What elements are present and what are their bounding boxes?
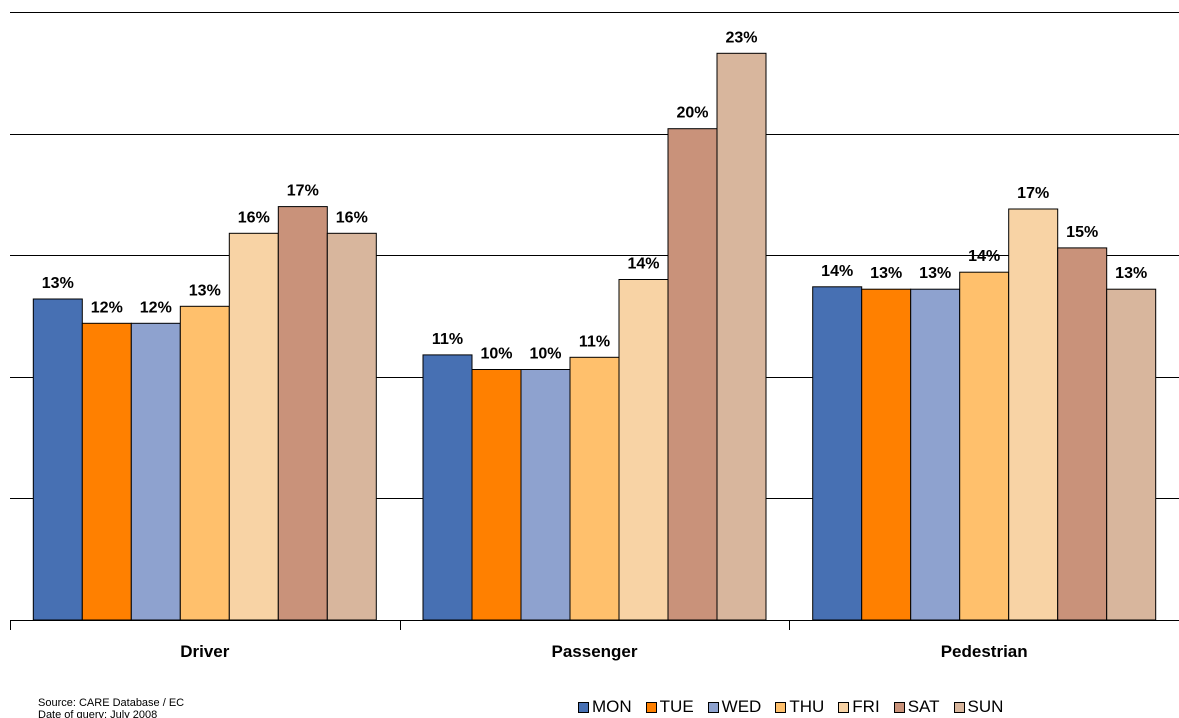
bar-tue-driver xyxy=(81,322,132,621)
bar-tue-pedestrian xyxy=(861,288,912,621)
data-label: 20% xyxy=(676,105,708,122)
legend-swatch xyxy=(578,701,589,713)
bar-wed-passenger xyxy=(520,369,571,621)
data-label: 10% xyxy=(480,346,512,363)
bar-chart: 13% 11% 14% 12% 10% 13% 12% 10% 13% 13% 11% 14% 16% 1… xyxy=(10,12,1179,661)
legend-swatch xyxy=(893,701,905,713)
legend-swatch xyxy=(645,701,657,713)
legend-swatch xyxy=(953,701,965,713)
query-date-line: Date of query: July 2008 xyxy=(38,709,158,718)
legend-item-thu: THU xyxy=(775,697,824,717)
bar-mon-passenger xyxy=(422,354,473,621)
legend-label: SUN xyxy=(967,697,1004,716)
bar-wed-pedestrian xyxy=(910,288,961,621)
bar-sat-driver xyxy=(277,206,328,621)
data-label: 14% xyxy=(821,263,853,280)
data-label: 23% xyxy=(725,29,757,46)
legend-label: FRI xyxy=(852,697,880,716)
data-label: 12% xyxy=(140,299,172,316)
bar-sun-driver xyxy=(326,232,377,621)
bar-thu-pedestrian xyxy=(959,271,1010,621)
data-label: 11% xyxy=(579,333,610,350)
bar-mon-pedestrian xyxy=(812,286,863,621)
data-label: 11% xyxy=(432,331,463,348)
legend-label: WED xyxy=(721,697,762,716)
legend-label: MON xyxy=(592,697,632,716)
bar-thu-passenger xyxy=(569,356,620,621)
data-label: 14% xyxy=(968,248,1000,265)
category-label-passenger: Passenger xyxy=(552,642,638,661)
bar-sun-passenger xyxy=(716,52,767,621)
bar-tue-passenger xyxy=(471,369,522,621)
legend-item-wed: WED xyxy=(707,697,762,717)
data-label: 10% xyxy=(529,346,561,363)
legend-label: SAT xyxy=(907,697,940,716)
data-label: 16% xyxy=(336,209,368,226)
source-line: Source: CARE Database / EC xyxy=(38,697,185,709)
category-label-driver: Driver xyxy=(180,642,230,661)
data-label: 15% xyxy=(1066,224,1098,241)
bar-fri-driver xyxy=(228,232,279,621)
bar-wed-driver xyxy=(130,322,181,621)
data-label: 14% xyxy=(627,256,659,273)
legend-label: THU xyxy=(789,697,825,716)
bar-mon-driver xyxy=(32,298,83,621)
legend-item-sat: SAT xyxy=(893,697,940,717)
legend-swatch xyxy=(775,701,787,713)
bar-sat-passenger xyxy=(667,128,718,621)
data-label: 17% xyxy=(287,183,319,200)
legend-label: TUE xyxy=(659,697,694,716)
bar-sat-pedestrian xyxy=(1057,247,1108,621)
legend-swatch xyxy=(838,701,850,713)
bar-sun-pedestrian xyxy=(1106,288,1157,621)
legend-swatch xyxy=(707,701,719,713)
data-label: 13% xyxy=(870,265,902,282)
data-label: 13% xyxy=(1115,265,1147,282)
data-label: 13% xyxy=(42,275,74,292)
bar-fri-pedestrian xyxy=(1008,208,1059,621)
data-label: 12% xyxy=(91,299,123,316)
data-label: 13% xyxy=(189,282,221,299)
data-label: 16% xyxy=(238,209,270,226)
source-note: Source: CARE Database / EC Date of query… xyxy=(38,697,184,718)
legend: MON TUE WED THU FRI SAT SUN xyxy=(578,696,1003,718)
data-label: 17% xyxy=(1017,185,1049,202)
category-label-pedestrian: Pedestrian xyxy=(941,642,1028,661)
bar-fri-passenger xyxy=(618,279,669,621)
legend-item-tue: TUE xyxy=(645,697,694,717)
legend-item-mon: MON xyxy=(578,697,632,717)
bar-thu-driver xyxy=(179,305,230,621)
legend-item-sun: SUN xyxy=(953,697,1004,717)
legend-item-fri: FRI xyxy=(838,697,880,717)
data-label: 13% xyxy=(919,265,951,282)
